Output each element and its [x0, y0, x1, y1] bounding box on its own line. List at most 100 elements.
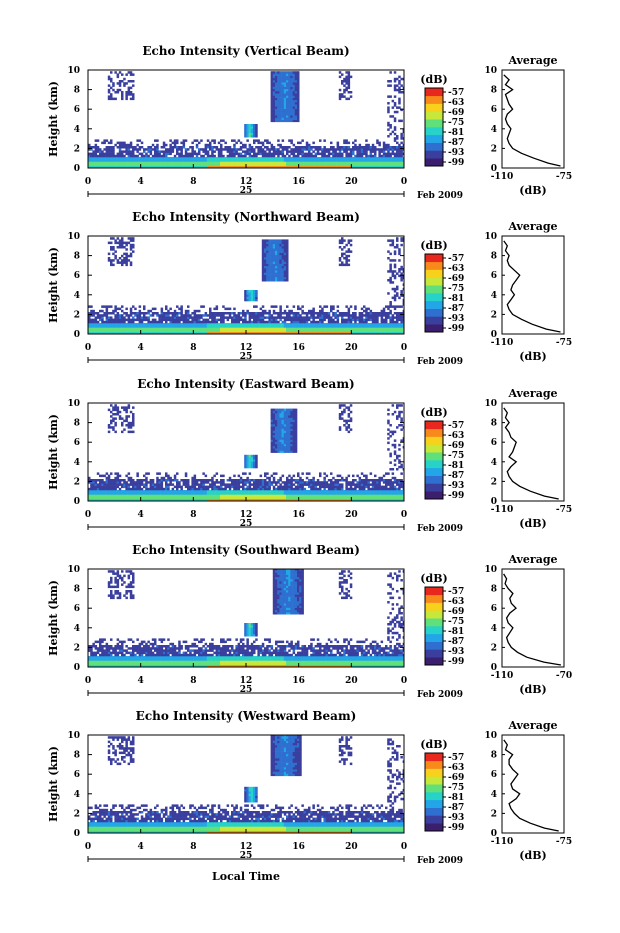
x-tick-label: 20	[345, 842, 358, 852]
colorbar-tick-label: -63	[448, 597, 464, 607]
colorbar-tick-label: -93	[448, 314, 464, 324]
y-tick-label: 8	[74, 751, 80, 761]
day-label: 25	[240, 851, 253, 861]
avg-y-tick-label: 4	[491, 624, 497, 634]
avg-y-tick-label: 10	[484, 565, 497, 575]
avg-x-tick-label: -75	[556, 338, 572, 348]
colorbar-swatch	[425, 452, 443, 460]
colorbar-unit: (dB)	[420, 406, 447, 419]
colorbar-tick-label: -57	[448, 753, 464, 763]
colorbar-swatch	[425, 815, 443, 823]
y-tick-label: 6	[74, 271, 80, 281]
colorbar-swatch	[425, 769, 443, 777]
avg-y-tick-label: 2	[491, 477, 497, 487]
x-tick-label: 16	[292, 510, 305, 520]
colorbar-tick-label: -63	[448, 431, 464, 441]
x-tick-label: 8	[190, 676, 196, 686]
colorbar-swatch	[425, 277, 443, 285]
colorbar-swatch	[425, 808, 443, 816]
echo-panel-4: Echo Intensity (Westward Beam)0246810Hei…	[47, 709, 572, 866]
average-line	[504, 574, 561, 665]
y-axis-label: Height (km)	[47, 247, 60, 323]
x-tick-label: 4	[138, 676, 144, 686]
colorbar-swatch	[425, 776, 443, 784]
avg-y-tick-label: 6	[491, 770, 497, 780]
colorbar-swatch	[425, 127, 443, 135]
colorbar-swatch	[425, 262, 443, 270]
echo-cells	[88, 568, 405, 667]
colorbar-swatch	[425, 784, 443, 792]
x-tick-label: 20	[345, 343, 358, 353]
y-tick-label: 0	[74, 330, 80, 340]
y-tick-label: 8	[74, 585, 80, 595]
y-tick-label: 10	[67, 232, 80, 242]
avg-y-tick-label: 8	[491, 751, 497, 761]
colorbar-swatch	[425, 753, 443, 761]
day-label: 25	[240, 685, 253, 695]
colorbar-swatch	[425, 143, 443, 151]
y-tick-label: 4	[74, 291, 80, 301]
echo-panel-2: Echo Intensity (Eastward Beam)0246810Hei…	[47, 377, 572, 534]
x-tick-label: 0	[85, 510, 91, 520]
date-label: Feb 2009	[417, 856, 463, 866]
colorbar-swatch	[425, 657, 443, 665]
colorbar-tick-label: -93	[448, 481, 464, 491]
x-tick-label: 8	[190, 510, 196, 520]
date-label: Feb 2009	[417, 191, 463, 201]
x-tick-label: 0	[85, 842, 91, 852]
colorbar-swatch	[425, 111, 443, 119]
colorbar-swatch	[425, 135, 443, 143]
average-title: Average	[507, 54, 557, 67]
colorbar-unit: (dB)	[420, 738, 447, 751]
colorbar-swatch	[425, 618, 443, 626]
avg-y-tick-label: 10	[484, 399, 497, 409]
x-tick-label: 16	[292, 842, 305, 852]
average-title: Average	[507, 220, 557, 233]
colorbar-tick-label: -81	[448, 627, 464, 637]
date-label: Feb 2009	[417, 524, 463, 534]
y-tick-label: 10	[67, 565, 80, 575]
y-tick-label: 2	[74, 643, 80, 653]
colorbar-swatch	[425, 792, 443, 800]
panel-title: Echo Intensity (Westward Beam)	[136, 709, 357, 723]
colorbar-tick-label: -69	[448, 773, 464, 783]
avg-y-tick-label: 10	[484, 66, 497, 76]
colorbar-unit: (dB)	[420, 572, 447, 585]
colorbar-tick-label: -69	[448, 108, 464, 118]
colorbar-tick-label: -87	[448, 304, 464, 314]
x-tick-label: 8	[190, 842, 196, 852]
avg-y-tick-label: 4	[491, 125, 497, 135]
colorbar-tick-label: -81	[448, 128, 464, 138]
colorbar-swatch	[425, 649, 443, 657]
y-tick-label: 10	[67, 399, 80, 409]
colorbar-swatch	[425, 595, 443, 603]
colorbar-unit: (dB)	[420, 239, 447, 252]
colorbar-tick-label: -63	[448, 98, 464, 108]
y-tick-label: 10	[67, 66, 80, 76]
avg-x-tick-label: -75	[556, 172, 572, 182]
colorbar-swatch	[425, 270, 443, 278]
colorbar-tick-label: -63	[448, 763, 464, 773]
colorbar-swatch	[425, 285, 443, 293]
x-tick-label: 4	[138, 177, 144, 187]
colorbar-swatch	[425, 119, 443, 127]
day-label: 25	[240, 186, 253, 196]
average-xlabel: (dB)	[519, 184, 546, 197]
colorbar-swatch	[425, 293, 443, 301]
colorbar-swatch	[425, 460, 443, 468]
y-tick-label: 6	[74, 438, 80, 448]
avg-x-tick-label: -75	[556, 837, 572, 847]
echo-panel-0: Echo Intensity (Vertical Beam)0246810Hei…	[47, 44, 572, 201]
avg-y-tick-label: 6	[491, 271, 497, 281]
y-tick-label: 0	[74, 164, 80, 174]
panel-title: Echo Intensity (Vertical Beam)	[142, 44, 349, 58]
average-xlabel: (dB)	[519, 517, 546, 530]
y-axis-label: Height (km)	[47, 580, 60, 656]
colorbar-tick-label: -69	[448, 274, 464, 284]
avg-y-tick-label: 4	[491, 291, 497, 301]
avg-x-tick-label: -110	[491, 338, 514, 348]
